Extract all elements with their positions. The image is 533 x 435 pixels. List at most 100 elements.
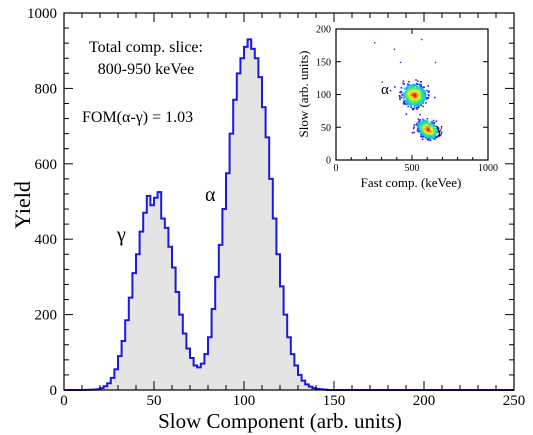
scatter-point: [424, 124, 427, 127]
scatter-point: [416, 82, 418, 85]
scatter-point: [423, 131, 426, 134]
scatter-point: [416, 130, 419, 132]
gamma-peak-label: γ: [116, 224, 126, 246]
inset-y-axis-label: Slow (arb. units): [296, 50, 311, 137]
scatter-point: [415, 124, 418, 126]
scatter-point: [421, 136, 423, 138]
scatter-point: [404, 100, 407, 103]
scatter-point: [414, 97, 416, 100]
scatter-point: [436, 131, 439, 133]
scatter-point: [418, 98, 421, 100]
scatter-point-sparse: [421, 38, 423, 41]
scatter-point: [436, 127, 438, 129]
scatter-point: [427, 137, 430, 140]
inset-tick-marks: [335, 28, 489, 161]
scatter-point: [418, 93, 420, 96]
scatter-point: [403, 96, 406, 98]
scatter-point: [430, 125, 433, 127]
scatter-point: [402, 82, 404, 85]
scatter-point: [415, 89, 418, 92]
scatter-point: [394, 86, 396, 88]
x-tick-label: 0: [60, 393, 68, 409]
scatter-point: [429, 127, 431, 130]
scatter-point: [416, 127, 419, 129]
scatter-point: [422, 131, 424, 134]
inset-y-tick-label: 100: [316, 90, 331, 101]
scatter-point: [427, 135, 429, 137]
scatter-point: [424, 95, 426, 98]
scatter-point: [414, 88, 417, 90]
slice-annotation-line1: Total comp. slice:: [89, 39, 203, 56]
scatter-point: [422, 97, 424, 99]
scatter-point-sparse: [381, 81, 383, 83]
scatter-point: [427, 85, 429, 87]
scatter-point: [413, 84, 415, 86]
scatter-point: [425, 120, 427, 123]
scatter-point: [423, 89, 426, 92]
scatter-point: [389, 89, 392, 92]
scatter-point: [420, 104, 422, 107]
scatter-point: [432, 133, 434, 136]
scatter-point: [418, 101, 420, 104]
scatter-point: [417, 103, 419, 106]
scatter-point: [422, 125, 424, 128]
scatter-point: [412, 108, 415, 110]
scatter-point: [416, 101, 418, 103]
scatter-point: [439, 134, 442, 137]
scatter-point: [430, 124, 433, 126]
scatter-point: [422, 134, 424, 136]
scatter-point: [399, 96, 401, 98]
scatter-point: [434, 125, 437, 127]
scatter-point: [427, 91, 430, 93]
x-tick-label: 100: [233, 393, 256, 409]
scatter-point: [419, 97, 422, 100]
scatter-point: [411, 100, 414, 102]
fom-annotation: FOM(α-γ) = 1.03: [82, 109, 193, 126]
scatter-point: [412, 94, 414, 96]
scatter-point: [424, 129, 426, 131]
scatter-point: [426, 89, 428, 92]
scatter-point: [431, 129, 433, 131]
scatter-point: [423, 119, 425, 121]
scatter-point: [428, 130, 430, 133]
x-tick-label: 50: [147, 393, 162, 409]
scatter-point: [438, 130, 441, 132]
scatter-point: [408, 95, 410, 97]
scatter-point: [415, 85, 418, 88]
inset-scatter-plot: 0 500 1000 0 50 100 150 200 Fast comp. (keVee)…: [296, 25, 498, 191]
scatter-point: [410, 99, 412, 101]
scatter-point: [416, 124, 419, 127]
scatter-point: [433, 127, 436, 130]
scatter-point: [409, 87, 412, 89]
scatter-point: [400, 90, 402, 93]
scatter-point: [409, 89, 412, 92]
scatter-point: [421, 95, 424, 98]
inset-x-tick-labels: 0 500 1000: [334, 163, 499, 174]
scatter-point: [421, 101, 423, 104]
scatter-point: [420, 128, 423, 131]
scatter-point: [420, 126, 422, 129]
scatter-point: [411, 88, 414, 91]
scatter-point: [427, 126, 429, 128]
inset-y-tick-label: 50: [321, 123, 331, 134]
scatter-point: [417, 80, 419, 82]
scatter-point: [401, 94, 403, 96]
scatter-point: [421, 100, 424, 103]
scatter-point: [422, 136, 425, 138]
scatter-point: [420, 122, 422, 124]
scatter-point: [403, 97, 405, 99]
inset-x-tick-label: 0: [334, 163, 339, 174]
scatter-point: [433, 122, 435, 125]
scatter-point: [411, 108, 414, 110]
scatter-point-sparse: [393, 48, 396, 51]
scatter-point: [419, 100, 421, 103]
scatter-point-sparse: [399, 61, 402, 64]
scatter-point: [428, 136, 431, 139]
scatter-point: [421, 93, 424, 95]
scatter-point: [404, 92, 406, 95]
scatter-point: [421, 87, 424, 90]
scatter-point: [424, 136, 426, 138]
scatter-point: [415, 90, 417, 93]
scatter-point: [418, 130, 420, 133]
